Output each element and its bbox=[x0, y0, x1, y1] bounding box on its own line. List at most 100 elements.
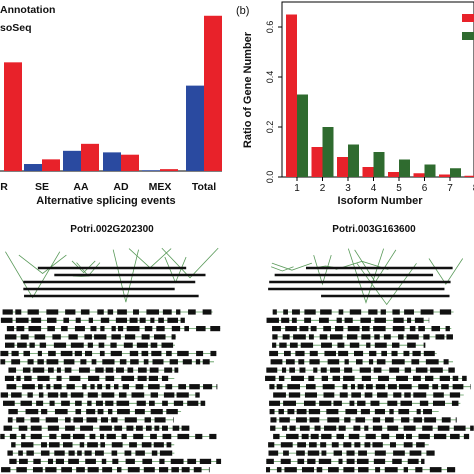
transcript-exon bbox=[19, 458, 28, 464]
transcript-exon bbox=[273, 392, 286, 398]
transcript-exon bbox=[392, 309, 400, 315]
transcript-exon bbox=[281, 317, 290, 323]
transcript-exon bbox=[21, 433, 26, 440]
chart-b-x-label: Isoform Number bbox=[338, 195, 424, 207]
transcript-exon bbox=[357, 384, 364, 390]
transcript-exon bbox=[308, 375, 315, 381]
transcript-exon bbox=[357, 400, 366, 406]
transcript-exon bbox=[65, 309, 76, 315]
transcript-exon bbox=[319, 334, 328, 340]
transcript-exon bbox=[319, 400, 332, 406]
transcript-exon bbox=[430, 367, 443, 373]
transcript-exon bbox=[391, 350, 398, 357]
transcript-exon bbox=[320, 442, 327, 448]
transcript-exon bbox=[282, 334, 290, 340]
transcript-exon bbox=[80, 425, 94, 431]
bar-a-isoseq-total bbox=[204, 15, 222, 172]
transcript-exon bbox=[24, 375, 32, 381]
transcript-exon bbox=[283, 309, 288, 315]
transcript-exon bbox=[304, 317, 312, 323]
transcript-exon bbox=[148, 375, 159, 381]
transcript-exon bbox=[344, 317, 353, 323]
transcript-exon bbox=[437, 425, 450, 431]
transcript-exon bbox=[470, 425, 474, 431]
transcript-exon bbox=[184, 326, 189, 332]
transcript-exon bbox=[272, 326, 281, 332]
transcript-exon bbox=[284, 467, 297, 473]
transcript-exon bbox=[48, 350, 56, 357]
transcript-exon bbox=[63, 359, 75, 365]
transcript-exon bbox=[28, 326, 42, 332]
chart-b-y-label: Ratio of Gene Number bbox=[242, 31, 254, 148]
transcript-exon bbox=[125, 458, 135, 464]
x-tick-label-b-8: 8 bbox=[473, 183, 474, 194]
transcript-exon bbox=[374, 450, 386, 456]
transcript-exon bbox=[63, 442, 73, 448]
transcript-exon bbox=[433, 392, 444, 398]
transcript-exon bbox=[11, 359, 21, 365]
transcript-exon bbox=[355, 417, 366, 423]
transcript-exon bbox=[285, 326, 297, 332]
transcript-exon bbox=[296, 450, 305, 456]
transcript-exon bbox=[291, 375, 304, 381]
chart-b-legend-swatch-red bbox=[462, 14, 474, 22]
transcript-exon bbox=[99, 433, 105, 440]
transcript-exon bbox=[180, 317, 185, 323]
transcript-exon bbox=[375, 467, 381, 473]
transcript-exon bbox=[112, 458, 119, 464]
transcript-exon bbox=[11, 442, 16, 448]
transcript-exon bbox=[365, 433, 376, 440]
transcript-exon bbox=[308, 334, 314, 340]
transcript-exon bbox=[415, 467, 423, 473]
chart-b-x-tick-labels: 1 2 3 4 5 6 7 8 bbox=[294, 177, 474, 194]
transcript-exon bbox=[87, 400, 92, 406]
transcript-exon bbox=[54, 409, 68, 415]
transcript-exon bbox=[289, 425, 296, 431]
transcript-exon bbox=[316, 467, 323, 473]
transcript-exon bbox=[95, 400, 103, 406]
transcript-exon bbox=[46, 309, 59, 315]
transcript-exon bbox=[272, 309, 277, 315]
transcript-exon bbox=[439, 375, 450, 381]
transcript-exon bbox=[110, 350, 122, 357]
transcript-exon bbox=[406, 334, 419, 340]
y-tick-label-b: 0.0 bbox=[265, 171, 275, 184]
transcript-exon bbox=[84, 350, 93, 357]
transcript-exon bbox=[68, 334, 78, 340]
transcript-exon bbox=[429, 467, 442, 473]
transcript-exon bbox=[75, 317, 81, 323]
transcript-exon bbox=[344, 417, 351, 423]
transcript-exon bbox=[381, 433, 390, 440]
transcript-exon bbox=[18, 425, 28, 431]
transcript-exon bbox=[101, 458, 107, 464]
transcript-exon bbox=[49, 433, 57, 440]
transcript-exon bbox=[297, 442, 306, 448]
bar-b-red-2 bbox=[311, 147, 323, 177]
transcript-exon bbox=[171, 326, 181, 332]
transcript-exon bbox=[375, 384, 386, 390]
transcript-exon bbox=[407, 342, 416, 348]
transcript-exon bbox=[435, 334, 445, 340]
transcript-exon bbox=[463, 433, 470, 440]
transcript-exon bbox=[418, 384, 429, 390]
transcript-exon bbox=[0, 392, 9, 398]
transcript-exon bbox=[95, 367, 104, 373]
transcript-exon bbox=[131, 392, 145, 398]
transcript-exon bbox=[65, 417, 71, 423]
bar-b-green-7 bbox=[450, 168, 461, 177]
transcript-exon bbox=[339, 392, 348, 398]
transcript-exon bbox=[320, 367, 327, 373]
transcript-exon bbox=[381, 350, 388, 357]
transcript-exon bbox=[298, 359, 305, 365]
transcript-exon bbox=[401, 417, 410, 423]
transcript-exon bbox=[166, 442, 172, 448]
transcript-exon bbox=[433, 400, 445, 406]
transcript-exon bbox=[142, 458, 153, 464]
transcript-exon bbox=[16, 375, 21, 381]
transcript-exon bbox=[189, 384, 200, 390]
transcript-exon bbox=[280, 458, 291, 464]
transcript-exon bbox=[404, 309, 414, 315]
transcript-exon bbox=[269, 400, 281, 406]
transcript-exon bbox=[87, 392, 98, 398]
transcript-exon bbox=[351, 392, 361, 398]
